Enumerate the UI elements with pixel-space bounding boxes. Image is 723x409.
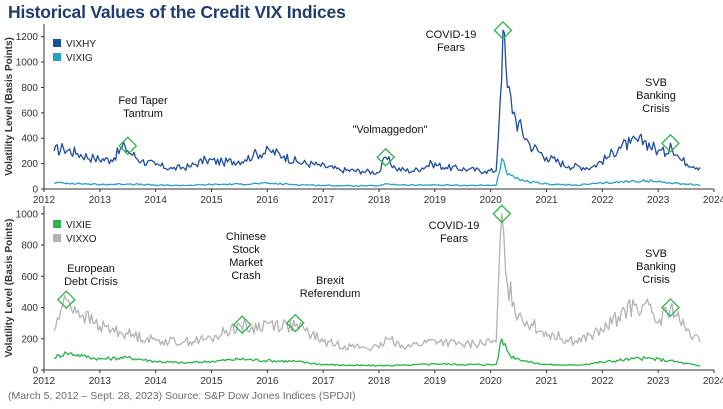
x-tick-label: 2024 [703, 376, 723, 387]
event-annotation-line: COVID-19 [426, 29, 477, 41]
x-tick-label: 2014 [145, 195, 168, 206]
legend-swatch-vixig [53, 53, 61, 61]
event-annotation-line: Crash [231, 270, 260, 282]
y-tick-label: 400 [21, 303, 38, 314]
event-annotation-line: Tantrum [123, 108, 163, 120]
event-annotation-line: SVB [645, 248, 667, 260]
event-annotation: Brexit Referendum [300, 275, 361, 300]
y-tick-label: 1000 [16, 209, 39, 220]
event-annotation-line: "Volmaggedon" [352, 124, 427, 136]
y-tick-label: 400 [21, 134, 38, 145]
legend-label-vixxo: VIXXO [66, 234, 97, 245]
event-annotation: SVB Banking Crisis [636, 77, 676, 115]
event-annotation-line: European [67, 263, 115, 275]
y-axis-title: Volatility Level (Basis Points) [4, 37, 15, 176]
event-marker-diamond [376, 147, 396, 167]
event-annotation-line: Crisis [642, 274, 670, 286]
event-annotation: European Debt Crisis [64, 263, 118, 288]
event-marker-diamond [661, 298, 680, 317]
x-tick-label: 2020 [480, 376, 503, 387]
y-axis-title: Volatility Level (Basis Points) [4, 219, 15, 358]
chart-panel-1: 0 200 400 600 800 1000 1200 2012 2013 2014 2015 201… [4, 20, 723, 206]
event-annotation-line: SVB [645, 77, 667, 89]
x-tick-label: 2015 [200, 376, 223, 387]
event-annotation-line: Stock [232, 244, 260, 256]
event-annotation-line: Brexit [316, 275, 344, 287]
event-annotation-line: Market [229, 257, 263, 269]
event-marker-diamond [285, 313, 305, 333]
event-marker-diamond [492, 204, 512, 224]
event-annotation-line: Banking [636, 261, 676, 273]
event-annotation-line: Referendum [300, 288, 361, 300]
legend-label-vixig: VIXIG [66, 53, 93, 64]
event-annotation-line: Debt Crisis [64, 276, 118, 288]
x-tick-label: 2021 [535, 376, 558, 387]
x-tick-label: 2022 [591, 376, 614, 387]
x-tick-label: 2014 [145, 376, 168, 387]
event-annotation: Chinese Stock Market Crash [226, 231, 266, 282]
y-tick-label: 600 [21, 108, 38, 119]
source-note: (March 5, 2012 – Sept. 28, 2023) Source:… [8, 390, 356, 402]
x-tick-label: 2023 [647, 376, 670, 387]
x-tick-label: 2018 [368, 195, 391, 206]
event-annotation: SVB Banking Crisis [636, 248, 676, 286]
legend-label-vixie: VIXIE [66, 220, 92, 231]
event-marker-diamond [118, 136, 138, 156]
y-tick-label: 200 [21, 159, 38, 170]
y-tick-label: 800 [21, 241, 38, 252]
event-annotation-line: Crisis [642, 103, 670, 115]
event-annotation-line: Fed Taper [118, 95, 168, 107]
x-tick-label: 2019 [424, 195, 447, 206]
x-tick-label: 2020 [480, 195, 503, 206]
x-tick-label: 2019 [424, 376, 447, 387]
legend-swatch-vixie [53, 220, 61, 228]
x-tick-label: 2015 [200, 195, 223, 206]
event-annotation: COVID-19 Fears [426, 29, 477, 54]
x-tick-label: 2013 [89, 195, 112, 206]
event-annotation: COVID-19 Fears [429, 220, 480, 245]
x-tick-label: 2022 [591, 195, 614, 206]
event-marker-diamond [232, 315, 252, 335]
y-tick-label: 600 [21, 272, 38, 283]
x-tick-label: 2016 [256, 376, 279, 387]
series-line-vixig [53, 157, 700, 187]
event-marker-diamond [661, 133, 680, 153]
y-tick-label: 800 [21, 83, 38, 94]
event-annotation-line: Chinese [226, 231, 266, 243]
x-tick-label: 2021 [535, 195, 558, 206]
chart-panel-2: 0 200 400 600 800 1000 2012 2013 2014 2015 2016 201… [4, 204, 723, 387]
x-tick-label: 2017 [312, 195, 335, 206]
y-tick-label: 1200 [16, 32, 39, 43]
y-tick-label: 0 [32, 185, 38, 196]
event-annotation: "Volmaggedon" [352, 124, 427, 136]
x-tick-label: 2018 [368, 376, 391, 387]
event-marker-diamond [56, 290, 76, 310]
y-tick-label: 1000 [16, 58, 39, 69]
series-line-vixhy [53, 29, 701, 175]
legend-swatch-vixhy [53, 39, 61, 47]
event-annotation: Fed Taper Tantrum [118, 95, 168, 120]
x-tick-label: 2017 [312, 376, 335, 387]
x-tick-label: 2012 [33, 195, 56, 206]
x-tick-label: 2013 [89, 376, 112, 387]
event-marker-diamond [493, 20, 513, 40]
chart-title: Historical Values of the Credit VIX Indi… [8, 2, 346, 22]
x-tick-label: 2024 [703, 195, 723, 206]
event-annotation-line: Fears [440, 233, 469, 245]
x-tick-label: 2023 [647, 195, 670, 206]
legend-label-vixhy: VIXHY [66, 39, 96, 50]
series-line-vixxo [53, 213, 701, 351]
event-annotation-line: Fears [437, 42, 466, 54]
event-annotation-line: COVID-19 [429, 220, 480, 232]
series-line-vixie [53, 338, 701, 367]
legend-swatch-vixxo [53, 234, 61, 242]
x-tick-label: 2016 [256, 195, 279, 206]
x-tick-label: 2012 [33, 376, 56, 387]
y-tick-label: 200 [21, 334, 38, 345]
event-annotation-line: Banking [636, 90, 676, 102]
y-tick-label: 0 [32, 366, 38, 377]
